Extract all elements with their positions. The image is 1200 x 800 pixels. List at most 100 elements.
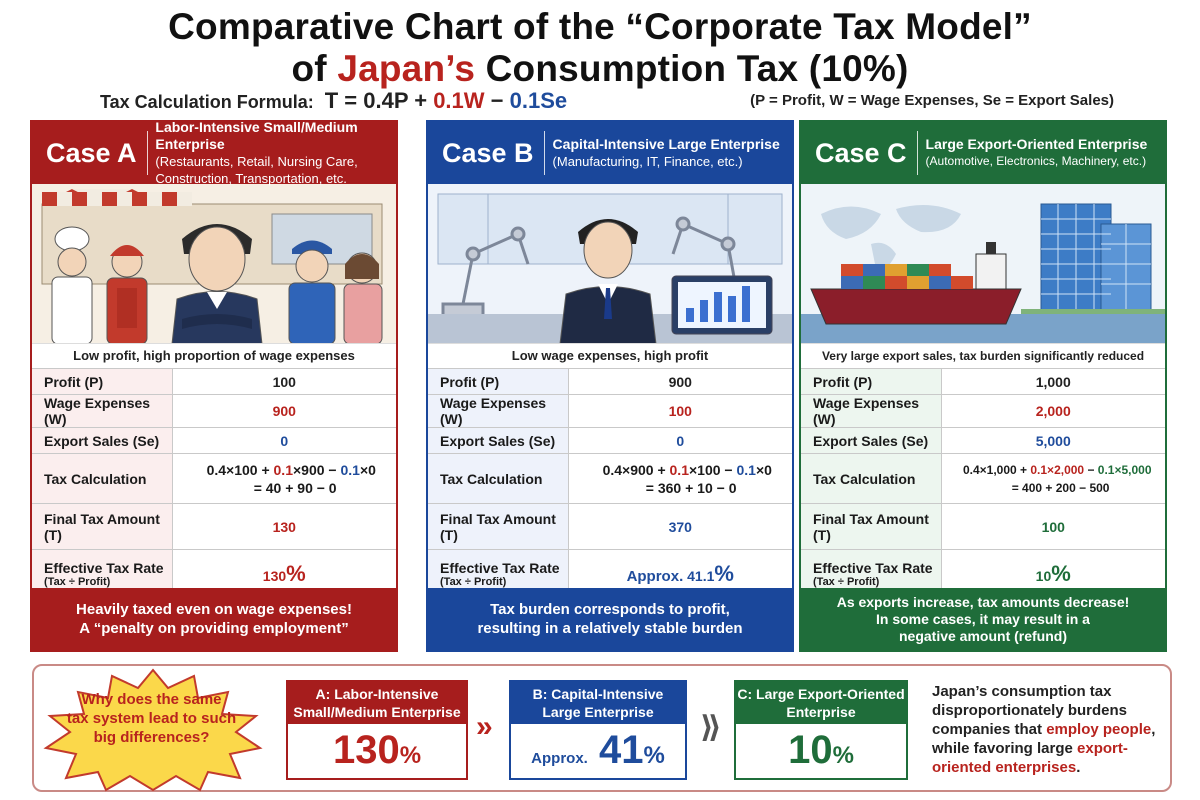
- case-b-header: Case B Capital-Intensive Large Enterpris…: [428, 122, 792, 184]
- rate-value: 41.1: [687, 567, 715, 584]
- formula-part-1: T = 0.4P +: [324, 88, 428, 113]
- calc-wage-coef: 0.1: [669, 461, 689, 478]
- question-line-1: Why does the same: [81, 691, 222, 708]
- chevron-right-icon: »: [476, 710, 493, 743]
- calc-label: Tax Calculation: [428, 453, 569, 504]
- case-b-footer-1: Tax burden corresponds to profit,: [490, 601, 730, 618]
- table-row: Export Sales (Se) 0: [428, 427, 792, 454]
- table-row: Export Sales (Se) 0: [32, 427, 396, 454]
- case-a-footer-1: Heavily taxed even on wage expenses!: [76, 601, 352, 618]
- rate-label-sub: (Tax ÷ Profit): [813, 575, 880, 588]
- case-b-footer-2: resulting in a relatively stable burden: [477, 620, 743, 637]
- case-c-label: Case C: [815, 137, 907, 168]
- case-a-label: Case A: [46, 137, 137, 168]
- starburst-icon: [43, 668, 263, 792]
- table-row: Wage Expenses (W) 2,000: [801, 394, 1165, 428]
- page-title: Comparative Chart of the “Corporate Tax …: [0, 6, 1200, 90]
- case-c-title: Large Export-Oriented Enterprise: [925, 136, 1148, 152]
- rate-label-main: Effective Tax Rate: [440, 559, 560, 576]
- table-row: Profit (P) 1,000: [801, 368, 1165, 395]
- calc-term: ×900 −: [292, 461, 337, 478]
- case-b-calculation: 0.4×900 + 0.1×100 − 0.1×0 = 360 + 10 − 0: [568, 453, 792, 504]
- formula-minus: −: [490, 88, 504, 113]
- title-line-2-suffix: Consumption Tax (10%): [485, 48, 909, 89]
- case-c-footer: As exports increase, tax amounts decreas…: [801, 588, 1165, 650]
- case-b-footer: Tax burden corresponds to profit, result…: [428, 588, 792, 650]
- calc-label: Tax Calculation: [801, 453, 942, 504]
- summary-b-head-1: B: Capital-Intensive: [532, 686, 664, 702]
- summary-box-c: C: Large Export-Oriented Enterprise 10%: [734, 680, 908, 780]
- table-row: Wage Expenses (W) 100: [428, 394, 792, 428]
- calc-label: Tax Calculation: [32, 453, 173, 504]
- case-b-profit: 900: [568, 368, 792, 395]
- case-b-title: Capital-Intensive Large Enterprise: [552, 136, 780, 152]
- summary-unit: %: [399, 742, 422, 769]
- summary-c-head-1: C: Large Export-Oriented: [737, 686, 905, 702]
- case-b-table: Profit (P) 900 Wage Expenses (W) 100 Exp…: [428, 368, 792, 598]
- case-a-caption: Low profit, high proportion of wage expe…: [73, 348, 355, 363]
- summary-a-value: 130: [332, 728, 400, 772]
- table-row: Wage Expenses (W) 900: [32, 394, 396, 428]
- case-b-final-tax: 370: [568, 503, 792, 550]
- case-b-label: Case B: [442, 137, 534, 168]
- case-b-illustration: [428, 184, 792, 344]
- summary-a-head-1: A: Labor-Intensive: [315, 686, 439, 702]
- summary-unit: %: [832, 742, 854, 769]
- summary-box-c-header: C: Large Export-Oriented Enterprise: [736, 682, 906, 724]
- final-label: Final Tax Amount (T): [801, 503, 942, 550]
- rate-label-sub: (Tax ÷ Profit): [44, 575, 111, 588]
- case-a-calculation: 0.4×100 + 0.1×900 − 0.1×0 = 40 + 90 − 0: [172, 453, 396, 504]
- case-a-profit: 100: [172, 368, 396, 395]
- awning: [42, 189, 192, 206]
- world-map-icon: [821, 205, 961, 270]
- case-c-header-text: Large Export-Oriented Enterprise (Automo…: [926, 136, 1148, 170]
- summary-panel: Why does the same tax system lead to suc…: [32, 664, 1172, 792]
- case-a-subtitle-2: Construction, Transportation, etc.: [155, 171, 347, 186]
- calc-wage-coef: 0.1: [273, 461, 293, 478]
- profit-label: Profit (P): [32, 368, 173, 395]
- caregiver-figure: [343, 252, 383, 343]
- table-row: Final Tax Amount (T) 130: [32, 503, 396, 550]
- table-row: Profit (P) 900: [428, 368, 792, 395]
- summary-conclusion: Japan’s consumption tax disproportionate…: [932, 682, 1168, 777]
- case-c-caption: Very large export sales, tax burden sign…: [821, 349, 1145, 363]
- summary-c-value: 10: [788, 728, 833, 772]
- case-b-caption: Low wage expenses, high profit: [511, 348, 709, 363]
- case-c-exports: 5,000: [941, 427, 1165, 454]
- rate-label-main: Effective Tax Rate: [813, 559, 933, 576]
- question-line-2: tax system lead to such: [66, 710, 237, 727]
- case-c-final-tax: 100: [941, 503, 1165, 550]
- calc-term: ×0: [755, 461, 772, 478]
- factory-robot-illustration: [428, 184, 792, 343]
- rate-unit: %: [714, 560, 734, 586]
- calc-export-coef: 0.1: [340, 461, 360, 478]
- case-b-wages: 100: [568, 394, 792, 428]
- wages-label: Wage Expenses (W): [428, 394, 569, 428]
- calc-term: ×0: [359, 461, 376, 478]
- monitor-chart-icon: [671, 275, 773, 335]
- rate-label-main: Effective Tax Rate: [44, 559, 164, 576]
- conclusion-part-3: , while favoring large: [932, 721, 1156, 757]
- worker-figure: [288, 240, 336, 343]
- calc-result-line: = 360 + 10 − 0: [645, 479, 737, 496]
- case-a-subtitle-1: (Restaurants, Retail, Nursing Care,: [155, 154, 358, 169]
- header-divider: [916, 131, 918, 175]
- summary-a-rate: 130%: [288, 724, 466, 782]
- header-divider: [543, 131, 545, 175]
- summary-box-a-header: A: Labor-Intensive Small/Medium Enterpri…: [288, 682, 466, 724]
- waitress-figure: [106, 245, 148, 343]
- conclusion-highlight-employ: employ people: [1046, 721, 1152, 738]
- case-c-calculation: 0.4×1,000 + 0.1×2,000 − 0.1×5,000 = 400 …: [941, 453, 1165, 504]
- formula-label: Tax Calculation Formula:: [100, 92, 314, 112]
- table-row: Tax Calculation 0.4×100 + 0.1×900 − 0.1×…: [32, 453, 396, 504]
- calc-result-line: = 400 + 200 − 500: [1011, 480, 1110, 495]
- exports-label: Export Sales (Se): [428, 427, 569, 454]
- manager-figure: [171, 224, 263, 343]
- summary-question: Why does the same tax system lead to suc…: [34, 690, 269, 747]
- calc-export-term: 0.1×5,000: [1097, 462, 1152, 477]
- case-a-title: Labor-Intensive Small/Medium Enterprise: [155, 119, 358, 152]
- case-a-final-tax: 130: [172, 503, 396, 550]
- rate-value: 130: [262, 567, 287, 584]
- cargo-ship-icon: [810, 242, 1022, 325]
- office-building-icon: [1040, 203, 1152, 315]
